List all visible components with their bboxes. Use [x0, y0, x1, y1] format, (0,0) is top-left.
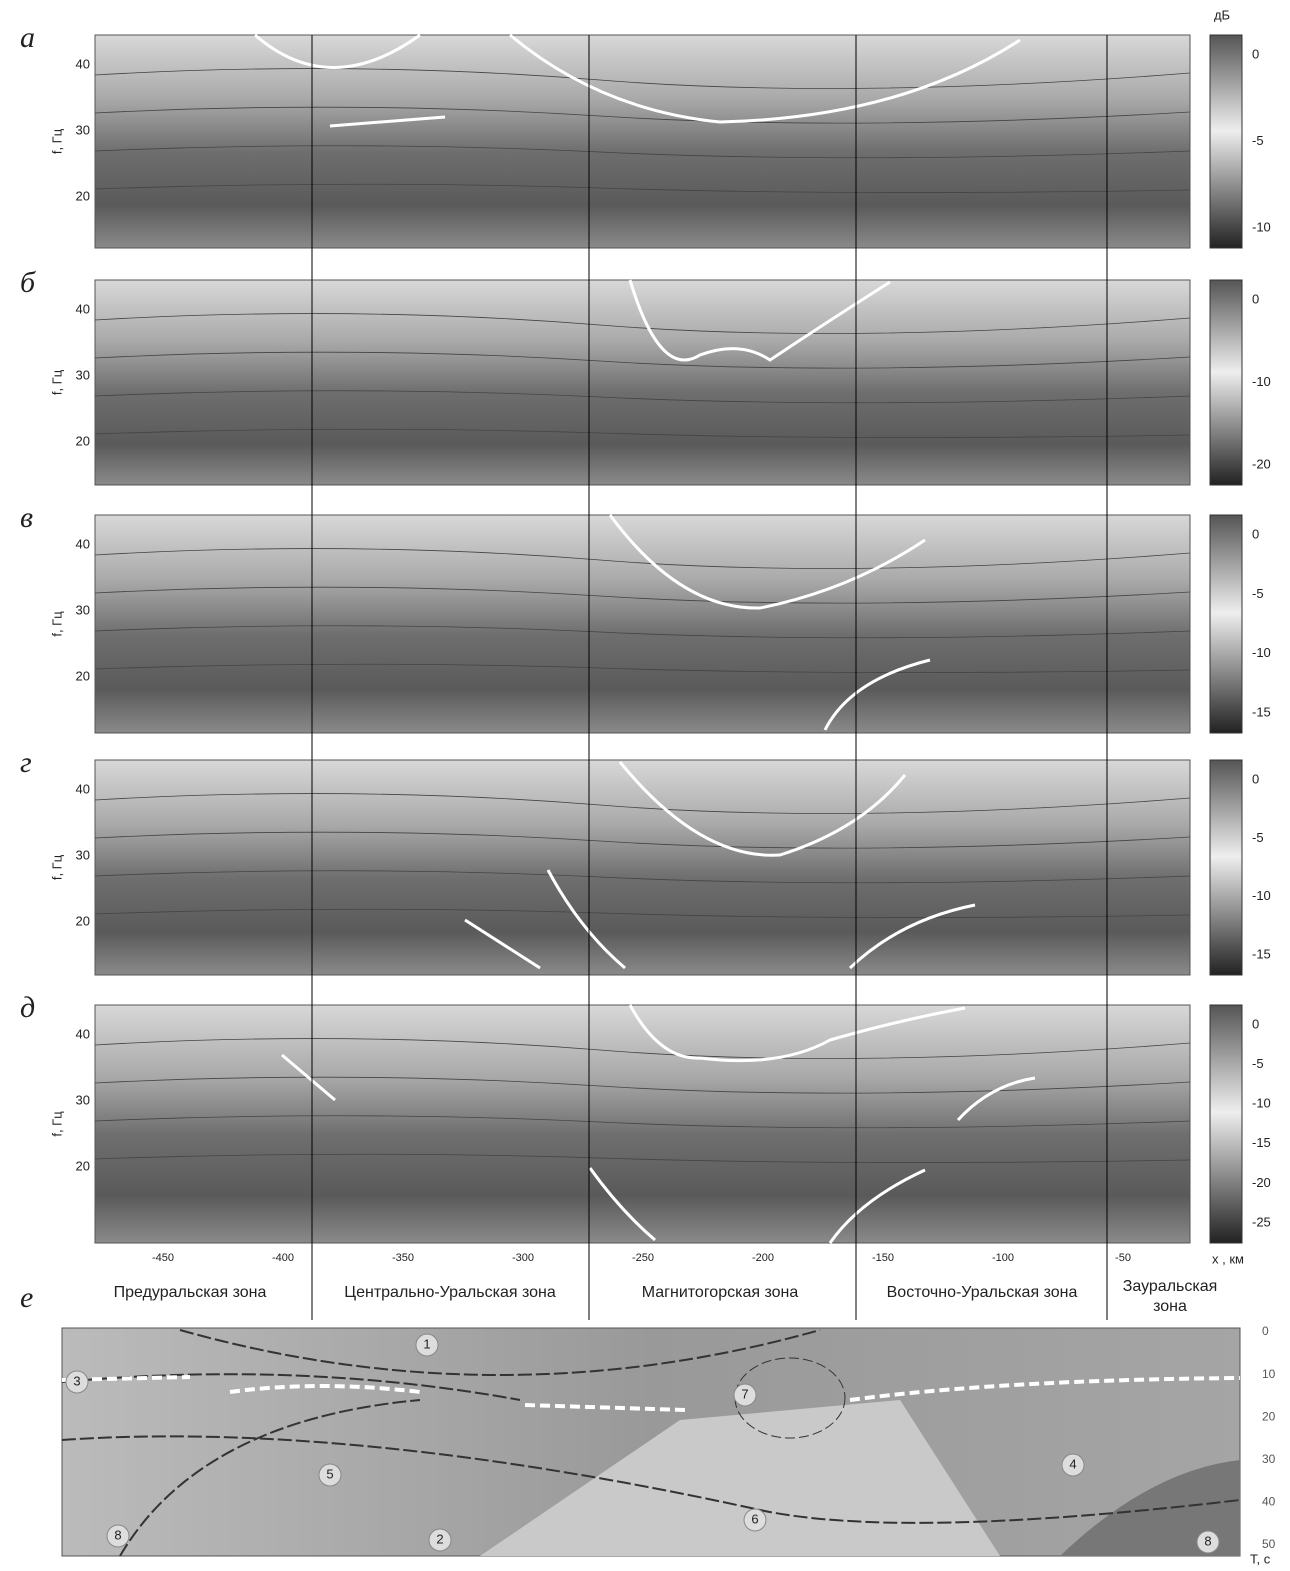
y-tick-label: 20: [76, 433, 90, 448]
colorbar-tick-label: 0: [1252, 46, 1259, 61]
y-tick-label: 20: [76, 1158, 90, 1173]
colorbar-tick-label: -20: [1252, 1175, 1271, 1190]
zone-label: Центрально-Уральская зона: [344, 1284, 556, 1301]
y-axis-label: f, Гц: [49, 369, 64, 395]
y-axis-label: f, Гц: [49, 128, 64, 154]
y-tick-label: 40: [76, 301, 90, 316]
marker-label: 5: [326, 1466, 333, 1481]
colorbar-tick-label: -15: [1252, 704, 1271, 719]
x-tick-label: -250: [632, 1252, 654, 1264]
marker-label: 6: [751, 1511, 758, 1526]
colorbar: [1210, 515, 1242, 733]
colorbar-tick-label: -25: [1252, 1214, 1271, 1229]
depth-tick-label: 30: [1262, 1452, 1276, 1466]
colorbar-tick-label: 0: [1252, 526, 1259, 541]
zone-label: Магнитогорская зона: [642, 1284, 799, 1301]
section: [62, 1328, 1240, 1556]
y-axis-label: f, Гц: [49, 611, 64, 637]
x-tick-label: -300: [512, 1252, 534, 1264]
depth-tick-label: 50: [1262, 1537, 1276, 1551]
y-tick-label: 40: [76, 56, 90, 71]
colorbar-tick-label: -5: [1252, 133, 1264, 148]
x-tick-label: -100: [992, 1252, 1014, 1264]
colorbar: [1210, 35, 1242, 248]
panel-label: г: [20, 746, 32, 779]
y-tick-label: 30: [76, 602, 90, 617]
panel-label: б: [20, 266, 36, 299]
depth-tick-label: 0: [1262, 1324, 1269, 1338]
depth-label: Т, с: [1250, 1551, 1271, 1566]
colorbar-tick-label: -10: [1252, 374, 1271, 389]
marker-label: 4: [1069, 1456, 1076, 1471]
depth-tick-label: 40: [1262, 1495, 1276, 1509]
depth-tick-label: 10: [1262, 1367, 1276, 1381]
colorbar-tick-label: 0: [1252, 1016, 1259, 1031]
marker-label: 8: [114, 1527, 121, 1542]
zone-label: Восточно-Уральская зона: [887, 1284, 1078, 1301]
y-tick-label: 40: [76, 1026, 90, 1041]
y-tick-label: 30: [76, 847, 90, 862]
y-tick-label: 30: [76, 1092, 90, 1107]
colorbar-unit: дБ: [1214, 7, 1230, 22]
panel-label: в: [20, 501, 33, 534]
x-tick-label: -50: [1115, 1252, 1131, 1264]
colorbar-tick-label: -10: [1252, 888, 1271, 903]
colorbar-tick-label: -15: [1252, 1135, 1271, 1150]
marker-label: 8: [1204, 1533, 1211, 1548]
y-tick-label: 20: [76, 668, 90, 683]
contour-field: [95, 515, 1190, 733]
contour-field: [95, 35, 1190, 248]
marker-label: 7: [741, 1386, 748, 1401]
colorbar-tick-label: -5: [1252, 586, 1264, 601]
colorbar-tick-label: -5: [1252, 1056, 1264, 1071]
x-axis-label: x , км: [1212, 1251, 1244, 1266]
colorbar-tick-label: 0: [1252, 771, 1259, 786]
panel-label: д: [20, 991, 35, 1024]
x-tick-label: -350: [392, 1252, 414, 1264]
x-tick-label: -400: [272, 1252, 294, 1264]
y-tick-label: 40: [76, 536, 90, 551]
y-tick-label: 20: [76, 188, 90, 203]
y-tick-label: 30: [76, 367, 90, 382]
colorbar-tick-label: -20: [1252, 456, 1271, 471]
marker-label: 3: [73, 1373, 80, 1388]
panel-label: е: [20, 1281, 33, 1314]
marker-label: 1: [423, 1336, 430, 1351]
zone-label: Предуральская зона: [114, 1284, 267, 1301]
x-tick-label: -450: [152, 1252, 174, 1264]
y-axis-label: f, Гц: [49, 854, 64, 880]
panels: а f, Гц 40 30 20 0 -5 -10 б f, Гц 40 30 20 0 -10 -20 в f,…: [20, 21, 1271, 1243]
panel-label: а: [20, 21, 35, 54]
depth-tick-label: 20: [1262, 1409, 1276, 1423]
colorbar: [1210, 760, 1242, 975]
y-tick-label: 30: [76, 122, 90, 137]
contour-field: [95, 760, 1190, 975]
y-tick-label: 20: [76, 913, 90, 928]
contour-field: [95, 280, 1190, 485]
x-tick-label: -150: [872, 1252, 894, 1264]
colorbar: [1210, 1005, 1242, 1243]
colorbar-tick-label: -15: [1252, 946, 1271, 961]
colorbar-tick-label: 0: [1252, 291, 1259, 306]
colorbar-tick-label: -10: [1252, 1096, 1271, 1111]
colorbar-tick-label: -10: [1252, 219, 1271, 234]
marker-label: 2: [436, 1531, 443, 1546]
y-tick-label: 40: [76, 781, 90, 796]
x-tick-label: -200: [752, 1252, 774, 1264]
y-axis-label: f, Гц: [49, 1111, 64, 1137]
colorbar-tick-label: -5: [1252, 830, 1264, 845]
colorbar-tick-label: -10: [1252, 645, 1271, 660]
colorbar: [1210, 280, 1242, 485]
figure: аf, Гц4030200-5-10бf, Гц4030200-10-20вf,…: [0, 0, 1290, 1566]
